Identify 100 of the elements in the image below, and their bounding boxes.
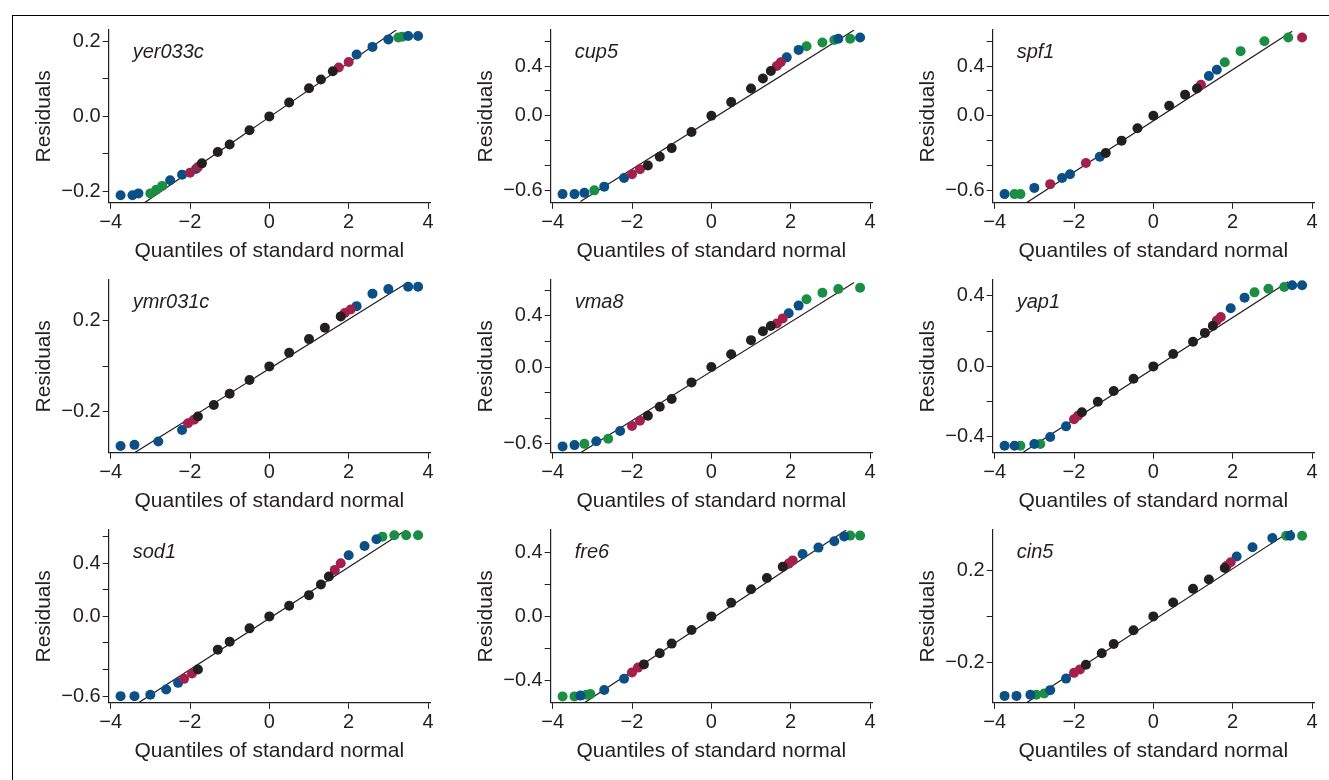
point: [1061, 421, 1072, 432]
point: [557, 189, 568, 200]
y-axis-title: Residuals: [473, 320, 497, 413]
point: [192, 411, 203, 422]
point: [627, 420, 637, 431]
point: [726, 349, 737, 360]
point: [1215, 312, 1226, 323]
y-axis-title: Residuals: [915, 70, 939, 163]
y-axis-title: Residuals: [915, 570, 939, 663]
x-tick-label: 4: [864, 460, 876, 483]
y-tick-label: −0.6: [61, 683, 101, 706]
x-tick-label: −4: [99, 460, 123, 483]
point: [1247, 542, 1258, 553]
point: [1029, 438, 1040, 449]
point: [569, 189, 580, 200]
point: [787, 555, 798, 566]
x-axis-title: Quantiles of standard normal: [134, 238, 405, 262]
point: [1180, 89, 1191, 100]
point: [177, 425, 188, 436]
point: [1239, 292, 1250, 303]
point: [686, 625, 697, 635]
text: fre6: [574, 539, 611, 562]
y-tick-label: 0.2: [72, 28, 101, 51]
point: [761, 573, 772, 583]
y-tick-label: −0.6: [945, 177, 985, 200]
point: [777, 561, 788, 572]
x-tick-label: 0: [1147, 210, 1159, 233]
point: [177, 169, 188, 180]
point: [999, 189, 1010, 200]
point: [775, 57, 786, 68]
point: [1092, 396, 1103, 407]
point: [1128, 625, 1139, 636]
point: [315, 74, 326, 85]
point: [833, 283, 844, 294]
point: [345, 304, 356, 315]
point: [335, 558, 346, 569]
point: [1259, 36, 1270, 47]
point: [1100, 148, 1111, 159]
x-tick-label: 2: [785, 210, 797, 233]
point: [726, 97, 737, 108]
y-tick-label: 0.0: [72, 603, 101, 626]
point: [801, 294, 812, 305]
point: [224, 388, 235, 399]
x-axis-title: Quantiles of standard normal: [1018, 238, 1289, 262]
x-axis-title: Quantiles of standard normal: [576, 238, 847, 262]
point: [224, 636, 235, 647]
x-axis-title: Quantiles of standard normal: [576, 738, 847, 762]
point: [264, 361, 275, 372]
point: [304, 590, 315, 601]
point: [129, 691, 140, 702]
x-tick-label: −2: [178, 210, 202, 233]
y-axis-title: Residuals: [31, 320, 55, 413]
text: ymr031c: [130, 289, 210, 312]
x-tick-label: 2: [343, 710, 355, 733]
point: [335, 311, 346, 322]
x-tick-label: −4: [99, 210, 123, 233]
point: [654, 401, 665, 412]
y-tick-label: −0.4: [945, 424, 985, 447]
point: [615, 426, 626, 437]
point: [327, 66, 338, 77]
point: [557, 441, 568, 452]
y-tick-label: −0.6: [503, 177, 543, 200]
point: [1116, 135, 1127, 146]
y-tick-label: 0.4: [72, 550, 101, 573]
point: [599, 181, 610, 192]
x-tick-label: 4: [422, 710, 434, 733]
point: [654, 151, 665, 162]
point: [619, 172, 630, 183]
point: [115, 691, 126, 702]
point: [1148, 110, 1159, 121]
x-tick-label: 0: [705, 210, 717, 233]
point: [413, 530, 424, 541]
point: [413, 31, 424, 42]
point: [1207, 320, 1218, 331]
x-tick-label: 0: [263, 710, 275, 733]
x-tick-label: 4: [1306, 210, 1318, 233]
point: [1211, 64, 1222, 75]
point: [746, 83, 757, 94]
point: [315, 579, 326, 590]
point: [284, 347, 295, 358]
point: [1235, 46, 1246, 57]
point: [1188, 583, 1199, 594]
y-axis-title: Residuals: [31, 70, 55, 163]
x-tick-label: 0: [1147, 710, 1159, 733]
point: [383, 34, 394, 45]
point: [1297, 280, 1308, 291]
point: [579, 438, 590, 449]
x-tick-label: 4: [1306, 710, 1318, 733]
point: [1203, 574, 1214, 585]
point: [304, 83, 315, 94]
x-tick-label: −4: [983, 460, 1007, 483]
point: [1108, 386, 1119, 397]
point: [343, 56, 354, 67]
point: [1203, 71, 1214, 81]
point: [1080, 659, 1091, 670]
point: [829, 536, 840, 547]
point: [666, 394, 677, 405]
x-tick-label: 2: [1227, 460, 1239, 483]
point: [1191, 83, 1202, 94]
point: [196, 158, 207, 169]
